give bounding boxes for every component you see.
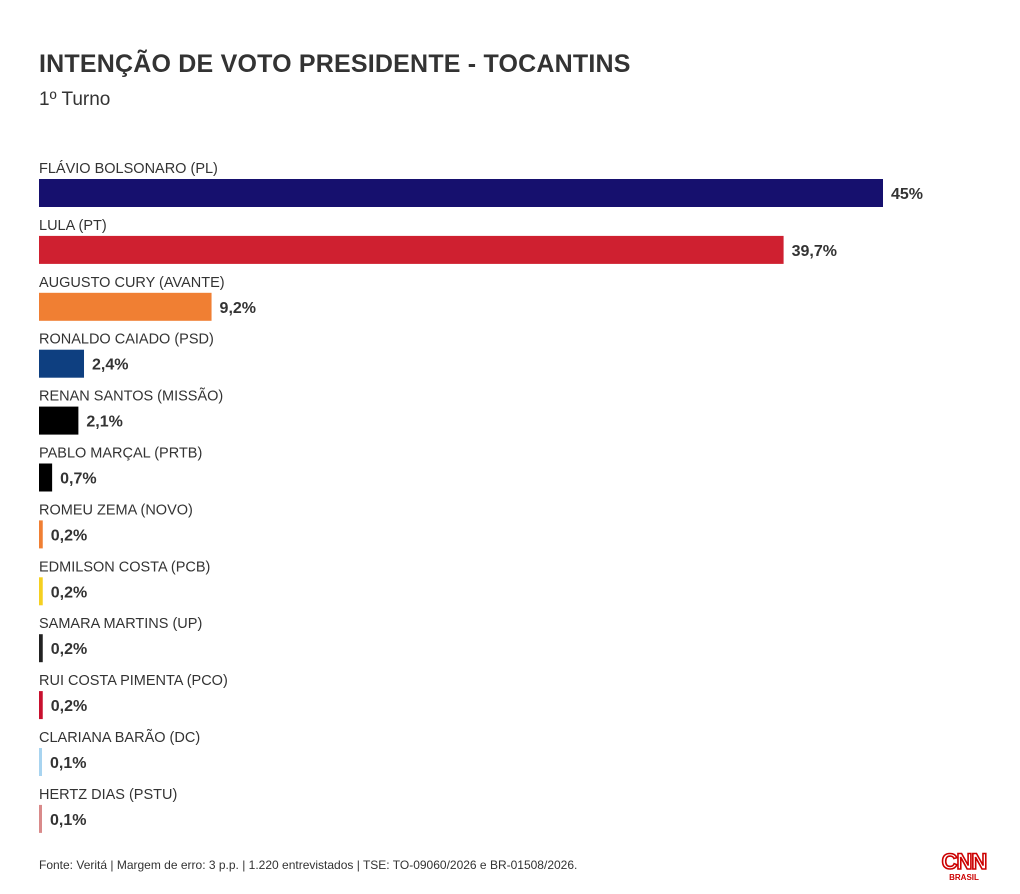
category-label: CLARIANA BARÃO (DC): [39, 729, 200, 746]
value-label: 0,2%: [51, 641, 87, 658]
category-label: FLÁVIO BOLSONARO (PL): [39, 160, 218, 177]
cnn-brasil-logo: CNN BRASIL: [936, 848, 992, 882]
svg-text:BRASIL: BRASIL: [949, 873, 979, 882]
value-label: 2,4%: [92, 357, 128, 374]
value-label: 0,1%: [50, 812, 86, 829]
category-label: RONALDO CAIADO (PSD): [39, 332, 214, 348]
chart-title: INTENÇÃO DE VOTO PRESIDENTE - TOCANTINS: [39, 50, 631, 78]
value-label: 9,2%: [220, 300, 256, 317]
bar: [39, 520, 43, 549]
bar: [39, 748, 42, 776]
value-label: 0,1%: [50, 755, 86, 772]
bar: [39, 691, 43, 720]
bar: [39, 634, 43, 663]
bar: [39, 406, 79, 435]
bar: [39, 804, 42, 833]
category-label: EDMILSON COSTA (PCB): [39, 559, 210, 575]
bar-chart: FLÁVIO BOLSONARO (PL) 45% LULA (PT) 39,7% AU…: [39, 160, 923, 833]
value-label: 0,2%: [51, 698, 87, 715]
category-label: RENAN SANTOS (MISSÃO): [39, 388, 223, 405]
category-label: RUI COSTA PIMENTA (PCO): [39, 673, 228, 689]
bar: [39, 235, 784, 264]
bar: [39, 349, 85, 378]
category-label: HERTZ DIAS (PSTU): [39, 787, 177, 803]
value-label: 0,2%: [51, 584, 87, 601]
category-label: AUGUSTO CURY (AVANTE): [39, 275, 225, 291]
category-label: ROMEU ZEMA (NOVO): [39, 502, 193, 518]
value-label: 45%: [891, 186, 923, 203]
bar: [39, 292, 212, 321]
svg-text:CNN: CNN: [942, 849, 987, 874]
category-label: PABLO MARÇAL (PRTB): [39, 446, 202, 462]
category-label: LULA (PT): [39, 218, 107, 234]
value-label: 0,2%: [51, 527, 87, 544]
bar: [39, 179, 883, 207]
value-label: 2,1%: [86, 414, 122, 431]
category-label: SAMARA MARTINS (UP): [39, 616, 202, 632]
bar: [39, 463, 53, 492]
value-label: 0,7%: [60, 471, 96, 488]
source-footnote: Fonte: Veritá | Margem de erro: 3 p.p. |…: [39, 858, 578, 872]
chart-subtitle: 1º Turno: [39, 89, 111, 110]
value-label: 39,7%: [792, 243, 837, 260]
bar: [39, 577, 43, 606]
